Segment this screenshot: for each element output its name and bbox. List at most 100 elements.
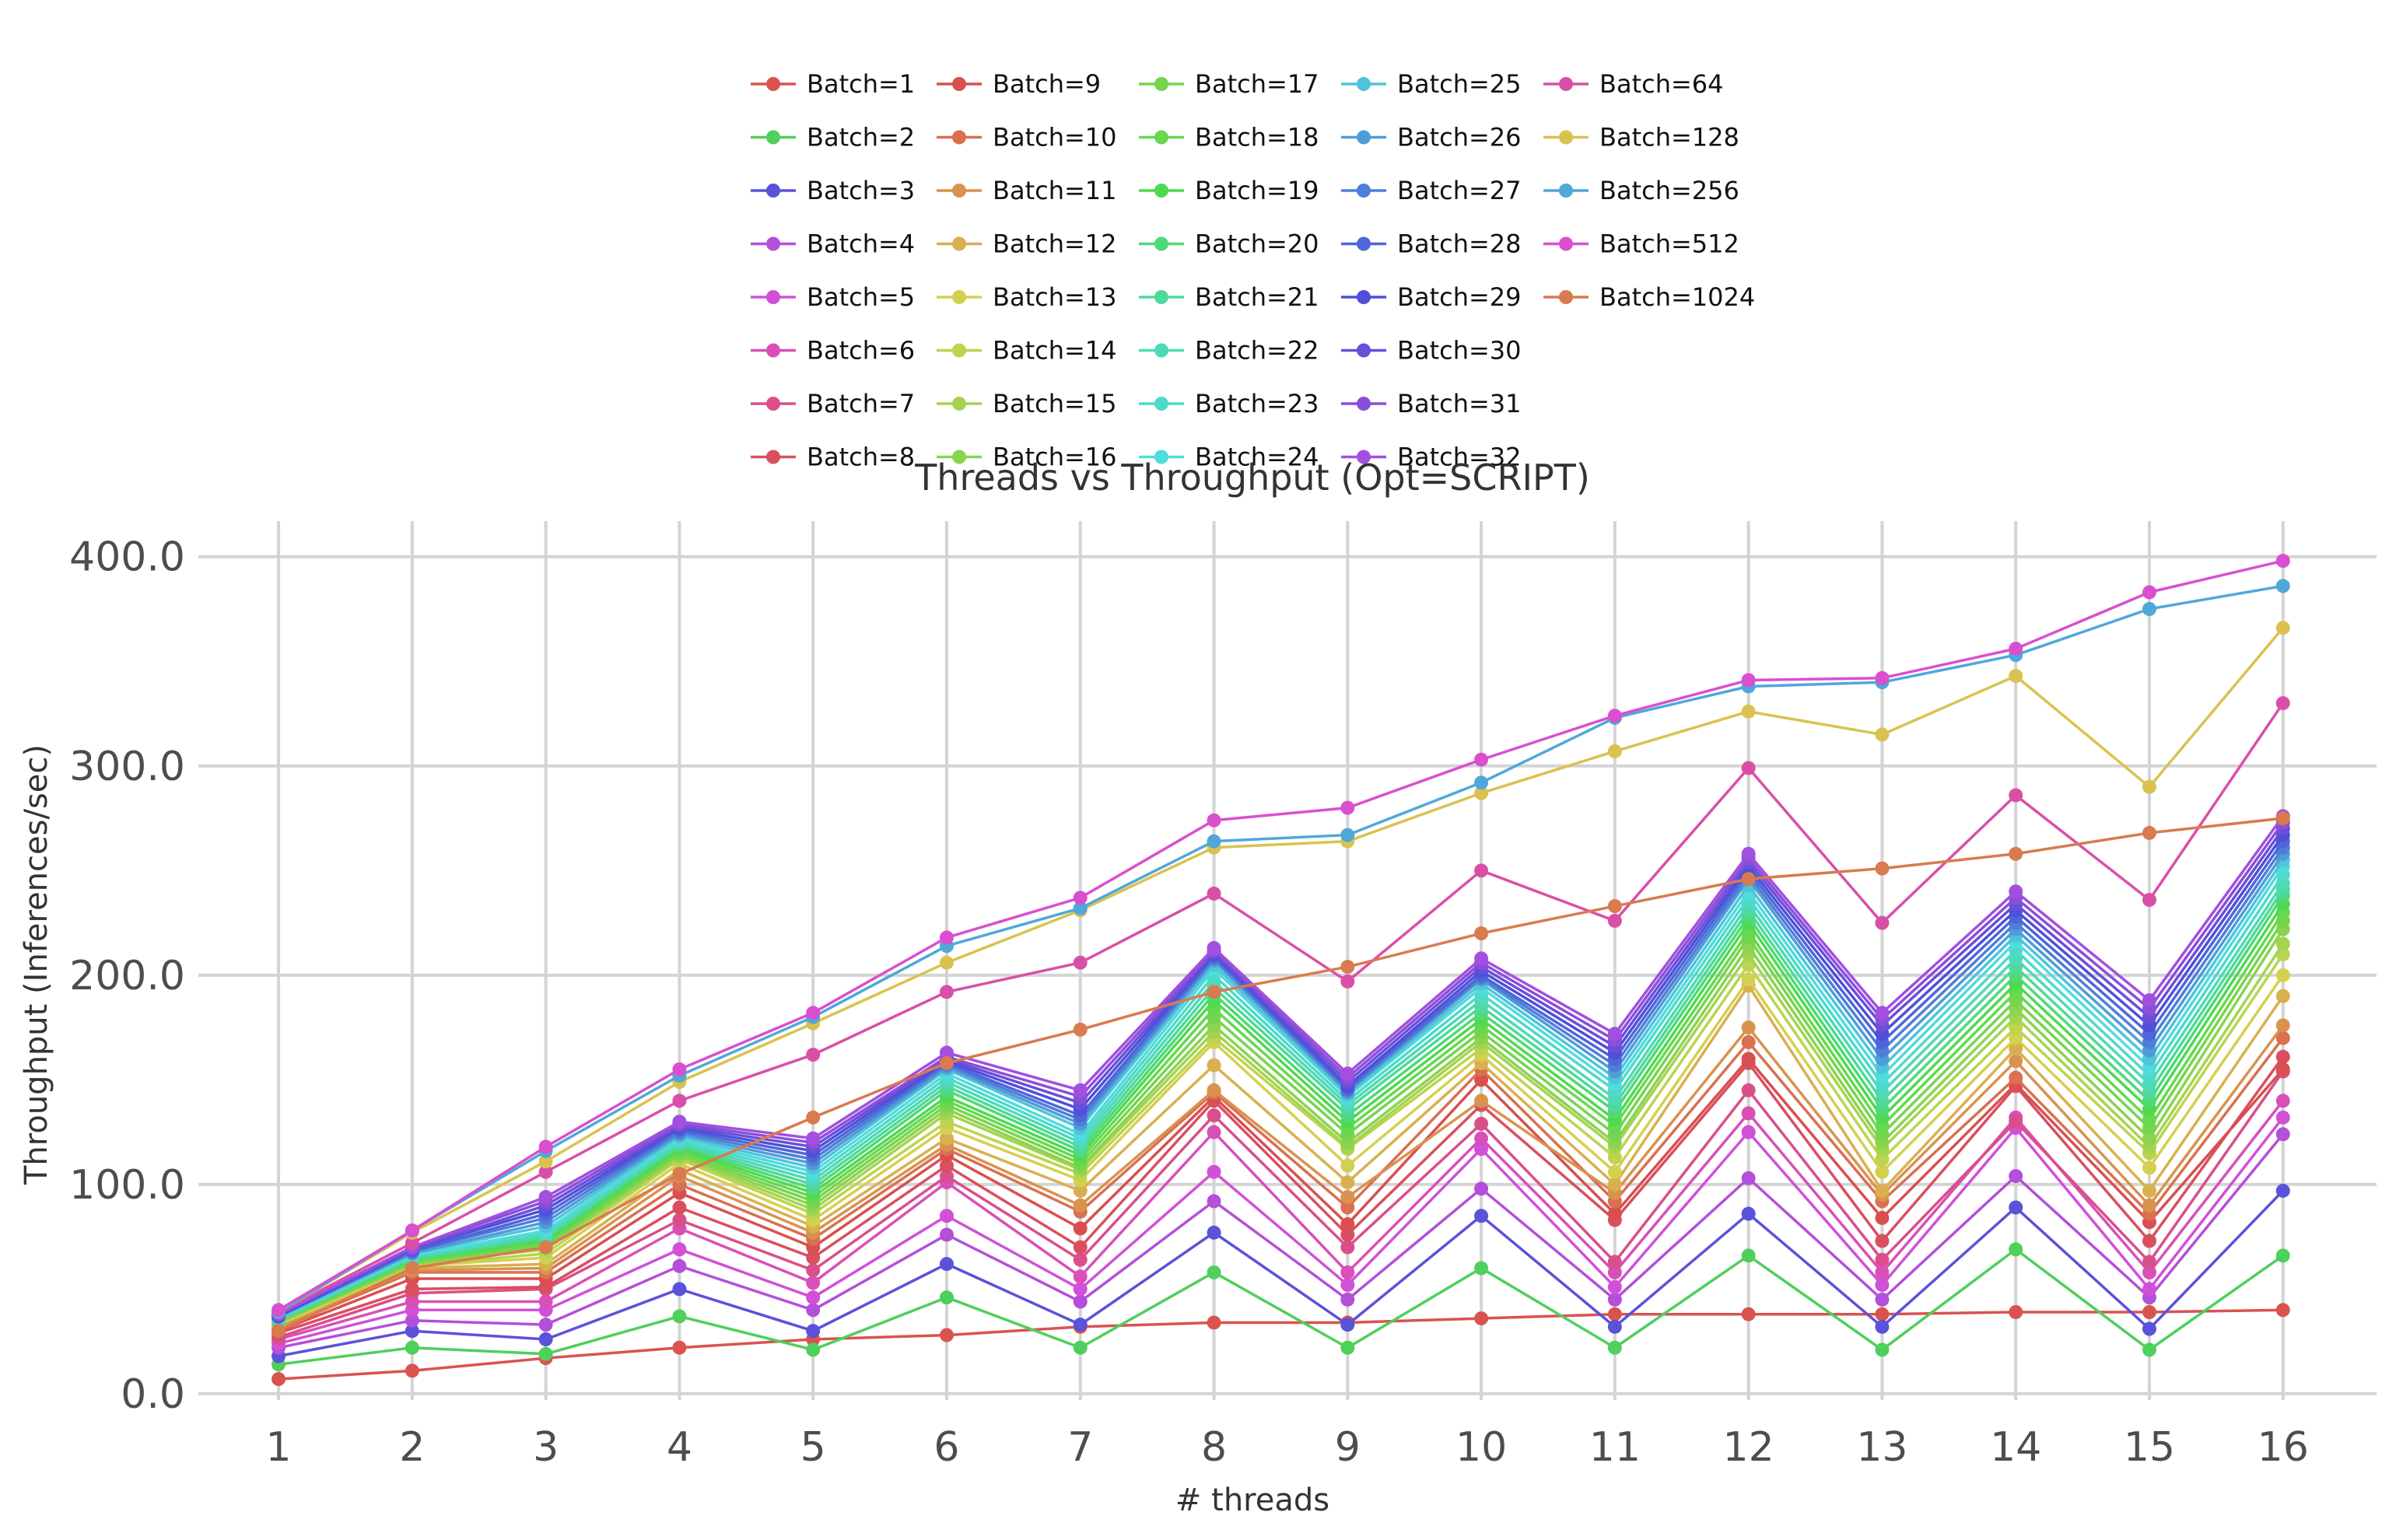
data-point [1207, 1225, 1221, 1240]
data-point [806, 1006, 821, 1020]
legend-item: Batch=2 [751, 123, 915, 152]
data-point [538, 1190, 553, 1205]
data-point [1207, 985, 1221, 999]
data-point [1875, 1319, 1890, 1334]
data-point [2142, 1342, 2156, 1357]
data-point [1875, 727, 1890, 742]
legend-label: Batch=28 [1397, 229, 1522, 259]
data-point [1607, 744, 1622, 758]
data-point [2142, 1183, 2156, 1198]
data-point [2275, 1031, 2290, 1045]
data-point [2009, 1041, 2023, 1055]
data-point [1875, 1183, 1890, 1198]
data-point [1340, 1217, 1355, 1231]
legend-item: Batch=12 [937, 229, 1117, 259]
legend-item: Batch=22 [1139, 336, 1319, 366]
data-point [806, 1131, 821, 1146]
data-point [2275, 936, 2290, 951]
data-point [1207, 1058, 1221, 1073]
data-point [538, 1332, 553, 1346]
data-point [1875, 1210, 1890, 1225]
x-axis-label: # threads [1175, 1482, 1329, 1518]
legend-label: Batch=64 [1599, 69, 1724, 99]
series-line [278, 1248, 2284, 1366]
x-tick-label: 9 [1335, 1424, 1361, 1471]
legend-label: Batch=26 [1397, 123, 1522, 152]
data-point [2142, 1112, 2156, 1127]
data-point [271, 1303, 286, 1318]
data-point [1073, 1198, 1088, 1213]
legend-swatch-marker [766, 397, 780, 411]
data-point [2009, 1031, 2023, 1045]
series-line [278, 912, 2285, 1322]
series-line [278, 815, 2285, 1316]
data-point [1073, 1340, 1088, 1355]
data-point [1474, 1116, 1489, 1131]
x-tick-label: 4 [667, 1424, 692, 1471]
data-point [1474, 1311, 1489, 1326]
data-point [1474, 1261, 1489, 1276]
data-point [672, 1115, 687, 1129]
legend-item: Batch=31 [1341, 389, 1522, 418]
x-tick-label: 2 [399, 1424, 425, 1471]
data-point [1207, 940, 1221, 955]
data-point [1340, 1278, 1355, 1293]
data-point [1741, 1020, 1756, 1035]
x-tick-label: 1 [266, 1424, 292, 1471]
legend-item: Batch=15 [937, 389, 1117, 418]
data-point [1607, 899, 1622, 914]
legend-item: Batch=19 [1139, 176, 1319, 205]
data-point [2142, 1131, 2156, 1146]
data-point [1073, 1221, 1088, 1236]
legend-swatch-marker [766, 130, 780, 145]
data-point [939, 1131, 954, 1146]
data-point [405, 1340, 419, 1355]
series-line [278, 840, 2285, 1318]
legend-swatch-marker [1357, 77, 1371, 91]
legend-swatch-marker [766, 290, 780, 304]
data-point [1073, 1282, 1088, 1297]
legend-swatch-marker [1154, 397, 1168, 411]
data-point [2142, 1255, 2156, 1269]
legend-swatch-marker [1357, 290, 1371, 304]
data-point [1073, 1318, 1088, 1332]
data-point [2009, 1020, 2023, 1035]
data-point [1474, 786, 1489, 800]
data-point [1340, 1292, 1355, 1307]
legend-item: Batch=21 [1139, 282, 1319, 312]
legend-label: Batch=15 [993, 389, 1117, 418]
data-point [271, 1372, 286, 1387]
legend-swatch-marker [1154, 450, 1168, 464]
data-point [2275, 554, 2290, 569]
legend-swatch-marker [1154, 343, 1168, 358]
data-point [1207, 1125, 1221, 1139]
data-point [1340, 1158, 1355, 1173]
series-line [278, 953, 2285, 1325]
data-point [2009, 788, 2023, 803]
data-point [2142, 1198, 2156, 1213]
data-point [2142, 1265, 2156, 1279]
data-point [1340, 1318, 1355, 1332]
data-point [2142, 1321, 2156, 1336]
data-point [2275, 1248, 2290, 1263]
data-point [2275, 1094, 2290, 1108]
data-point [2142, 585, 2156, 600]
data-point [2142, 825, 2156, 840]
legend-item: Batch=512 [1543, 229, 1739, 259]
data-point [1875, 861, 1890, 876]
data-point [1207, 1265, 1221, 1279]
data-point [1607, 1319, 1622, 1334]
legend-label: Batch=20 [1195, 229, 1319, 259]
legend-label: Batch=1024 [1599, 282, 1755, 312]
data-point [1474, 926, 1489, 941]
legend-label: Batch=6 [807, 336, 915, 366]
legend-item: Batch=64 [1543, 69, 1724, 99]
series-line [278, 821, 2285, 1316]
data-point [1207, 813, 1221, 828]
legend-swatch-marker [766, 343, 780, 358]
legend-swatch-marker [1357, 450, 1371, 464]
data-point [806, 1303, 821, 1318]
series-line [278, 894, 2285, 1322]
data-point [538, 1346, 553, 1361]
